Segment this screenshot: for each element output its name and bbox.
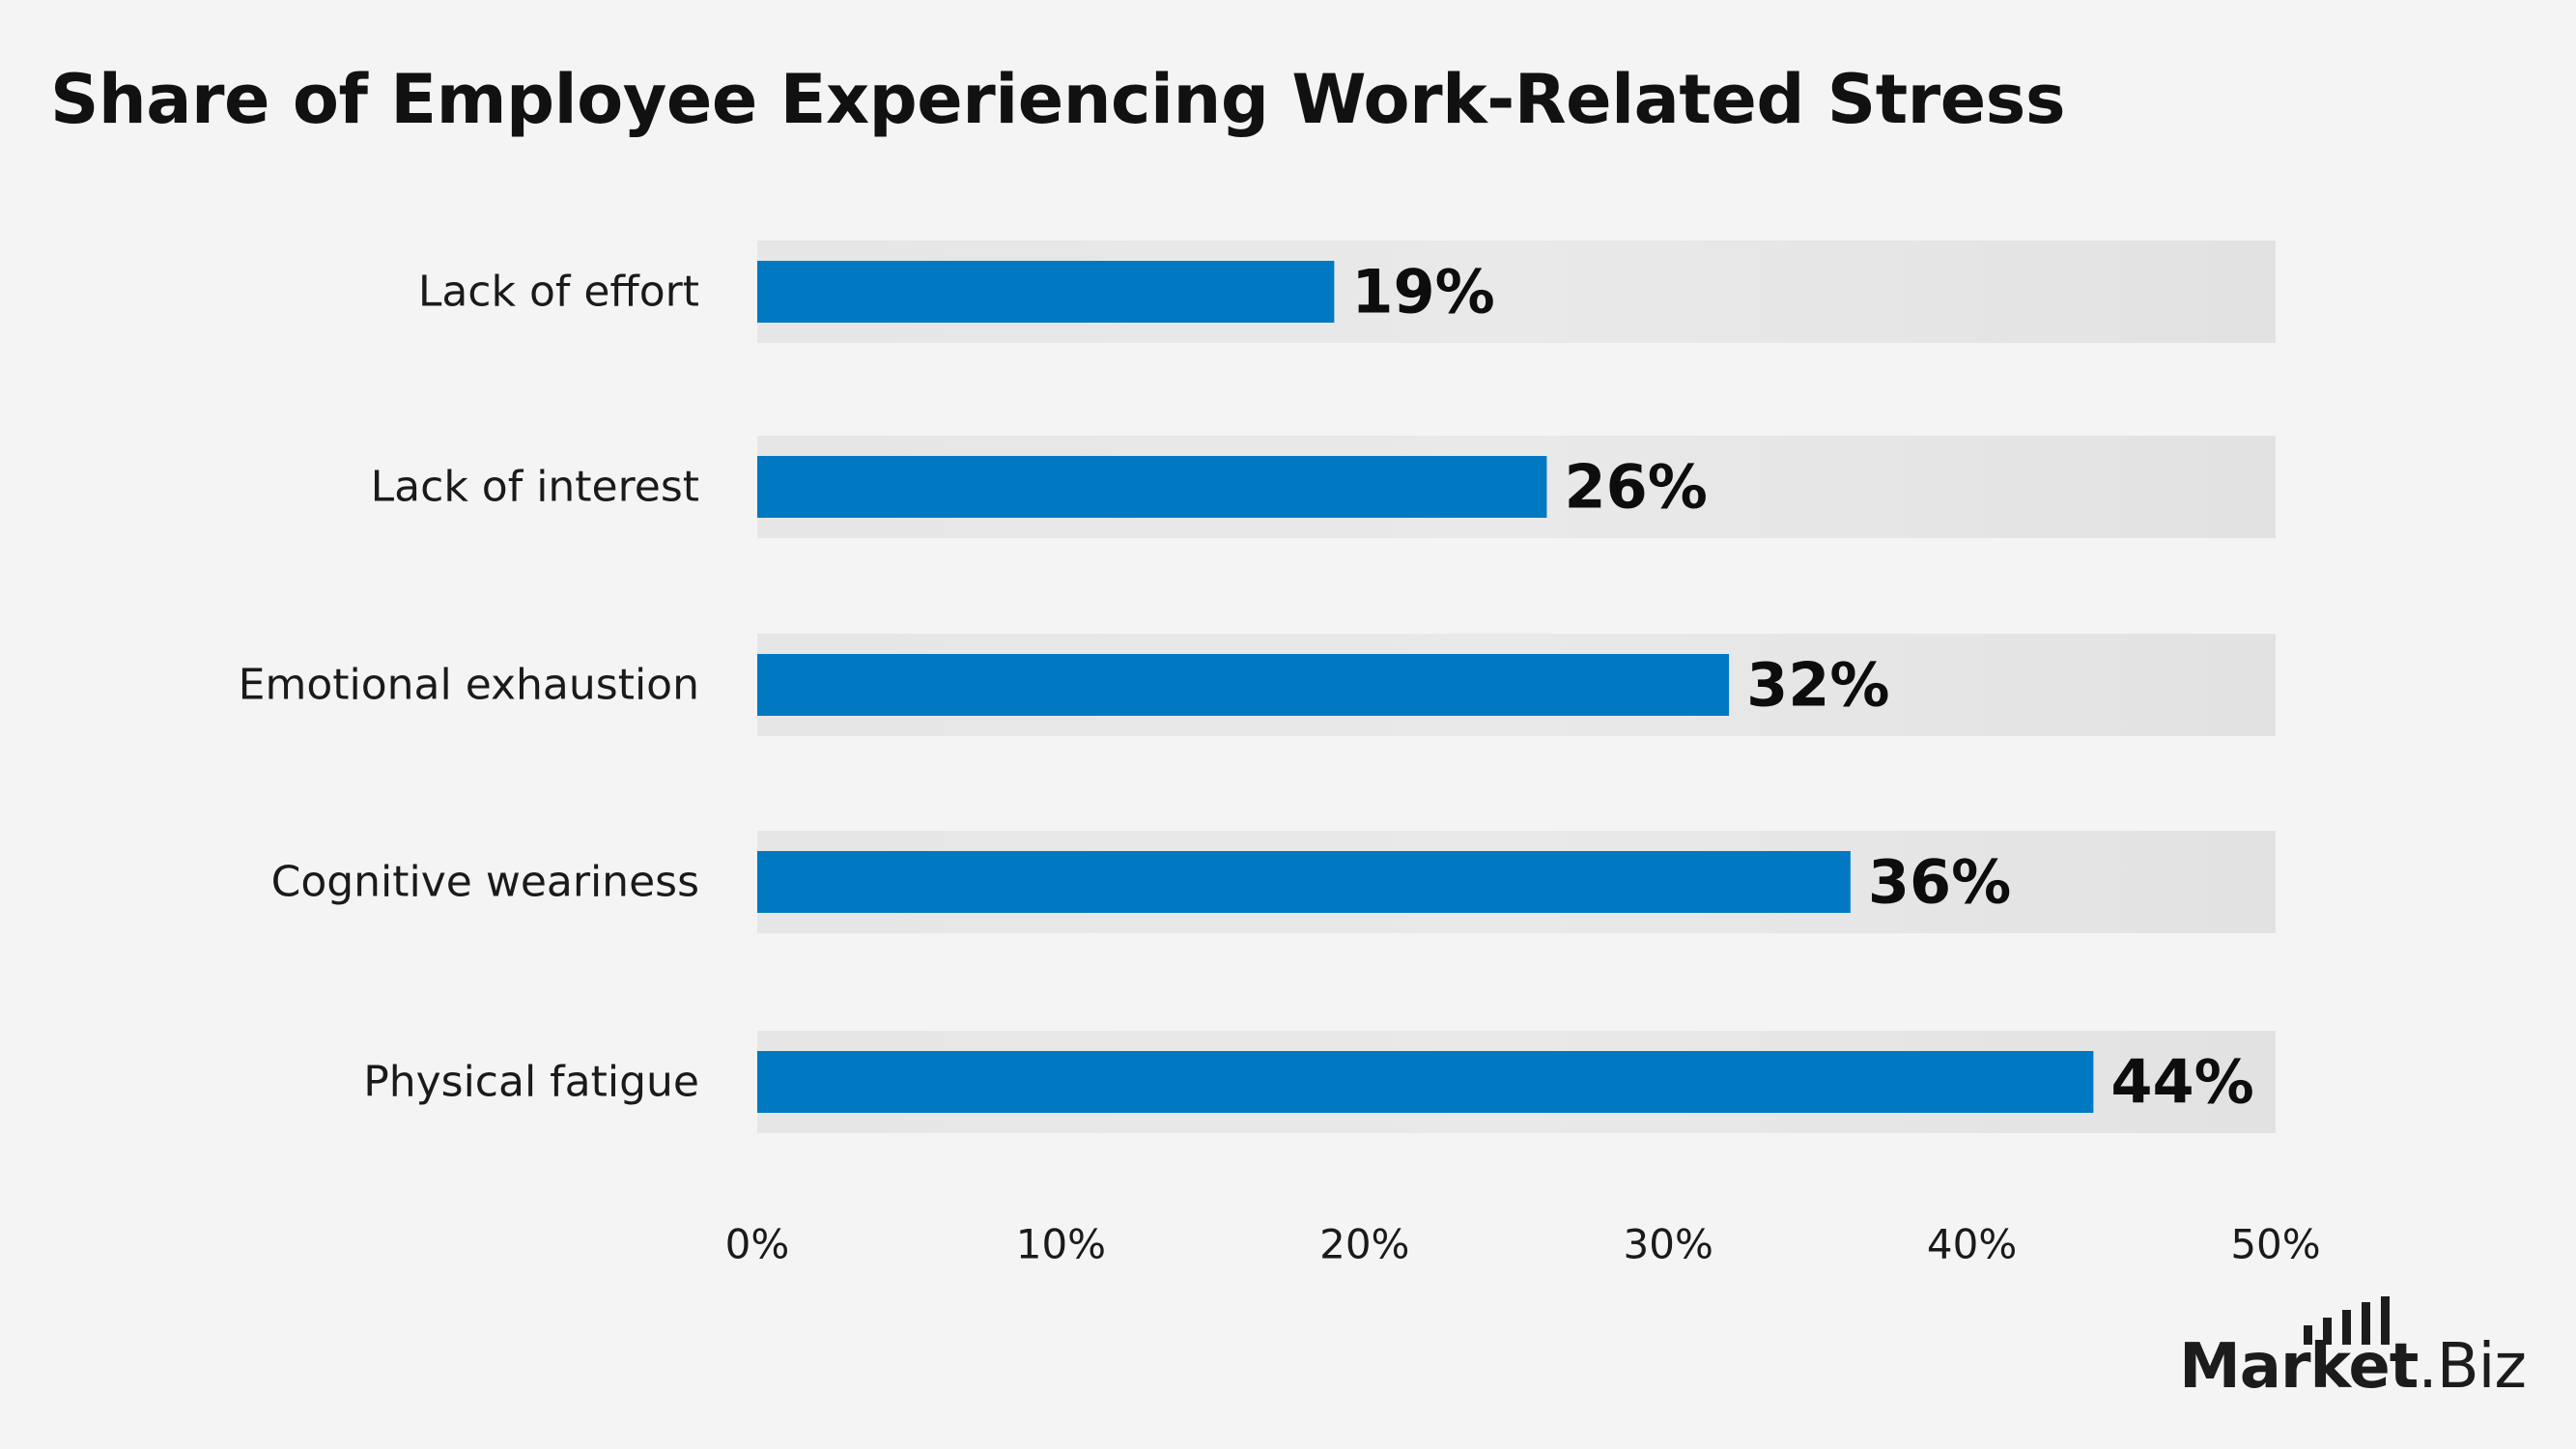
data-label: 32%	[1746, 650, 1889, 721]
category-label: Physical fatigue	[363, 1058, 699, 1107]
x-tick-label: 20%	[1319, 1221, 1409, 1268]
data-label: 44%	[2110, 1047, 2253, 1118]
bar	[757, 851, 1851, 913]
bar	[757, 261, 1335, 323]
x-tick-label: 0%	[725, 1221, 790, 1268]
bar	[757, 456, 1547, 518]
value-labels: 19% 26% 32% 36% 44%	[1351, 257, 2253, 1118]
brand-logo-main: Market	[2179, 1331, 2419, 1403]
x-tick-label: 30%	[1624, 1221, 1713, 1268]
bar	[757, 1051, 2094, 1113]
category-label: Lack of interest	[371, 463, 699, 512]
x-tick-label: 40%	[1927, 1221, 2017, 1268]
data-label: 36%	[1868, 847, 2011, 918]
category-label: Cognitive weariness	[271, 858, 699, 907]
brand-logo-text: Market.Biz	[2179, 1331, 2527, 1403]
category-label: Emotional exhaustion	[239, 661, 699, 710]
x-tick-label: 10%	[1016, 1221, 1106, 1268]
category-label: Lack of effort	[418, 268, 699, 317]
x-tick-label: 50%	[2230, 1221, 2320, 1268]
bars	[757, 261, 2094, 1113]
brand-logo-suffix: .Biz	[2418, 1331, 2527, 1403]
bar	[757, 654, 1730, 716]
bar-chart-icon	[2304, 1296, 2390, 1345]
data-label: 26%	[1564, 452, 1707, 523]
chart-title: Share of Employee Experiencing Work-Rela…	[50, 60, 2066, 139]
x-axis-ticks: 0% 10% 20% 30% 40% 50%	[725, 1221, 2321, 1268]
data-label: 19%	[1351, 257, 1494, 327]
brand-logo: Market.Biz	[2178, 1296, 2527, 1403]
category-labels: Lack of effort Lack of interest Emotional …	[239, 268, 699, 1107]
